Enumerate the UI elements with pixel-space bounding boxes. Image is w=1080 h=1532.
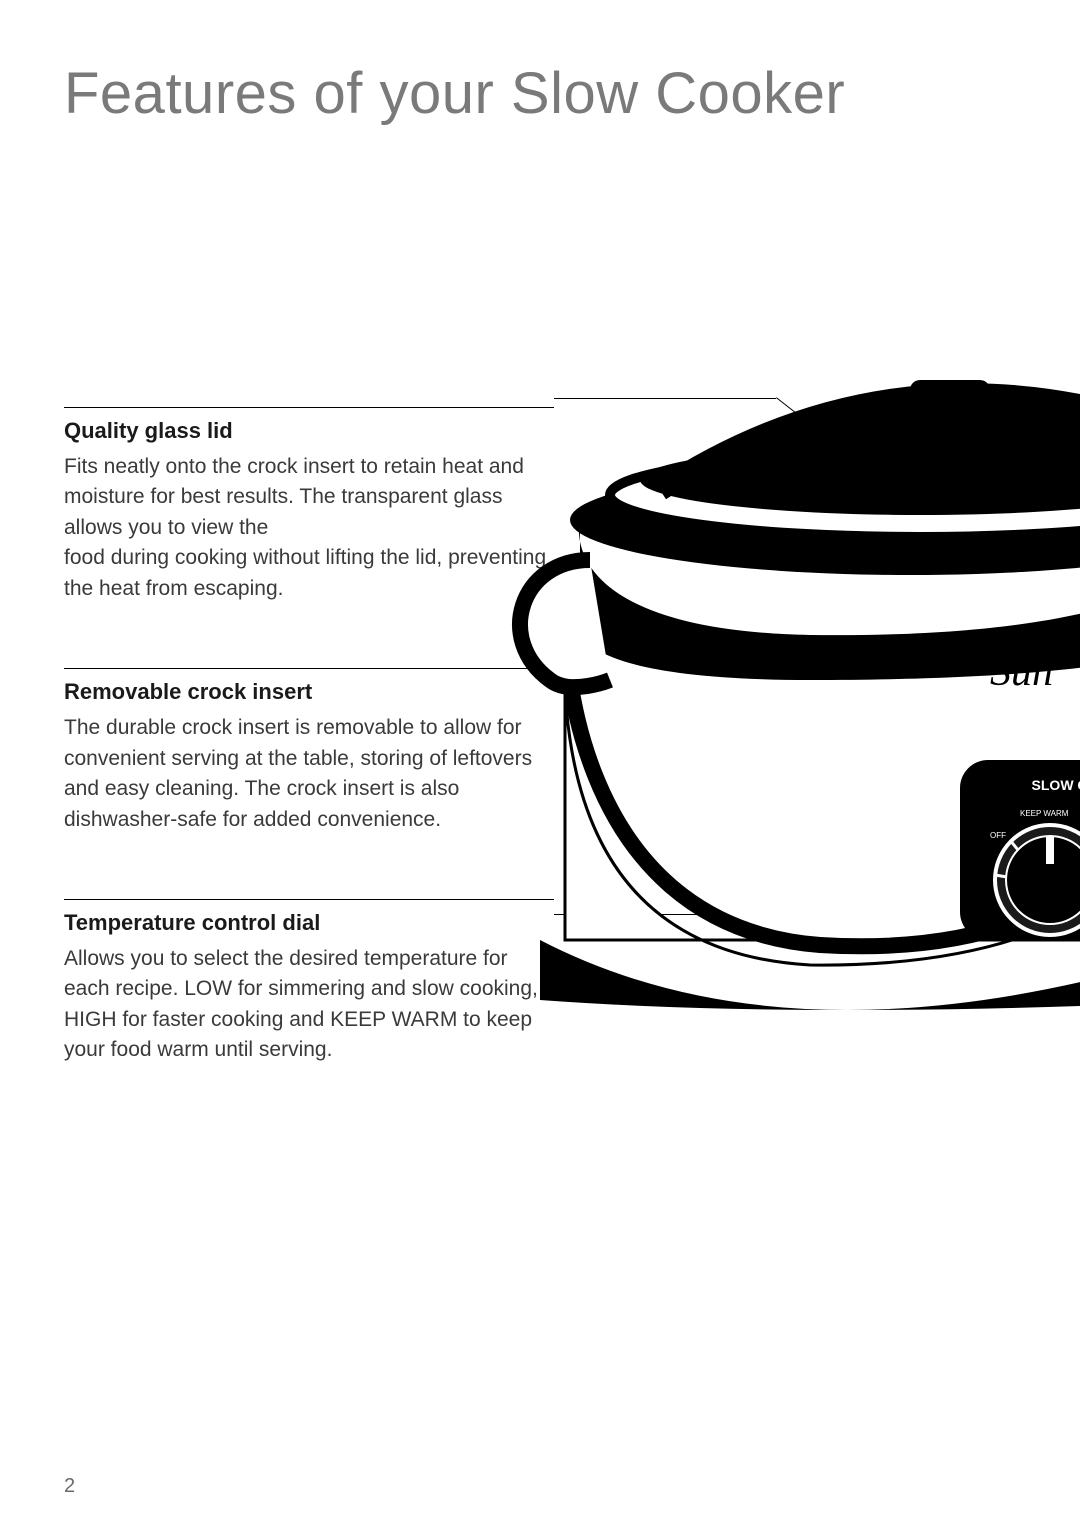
slow-cooker-illustration: SLOW CO KEEP WARM OFF Sun: [510, 380, 1080, 1020]
dial-label-keepwarm: KEEP WARM: [1020, 809, 1069, 818]
feature-heading: Quality glass lid: [64, 418, 554, 444]
feature-body: Fits neatly onto the crock insert to ret…: [64, 452, 554, 604]
feature-temp-dial: Temperature control dial Allows you to s…: [64, 899, 554, 1066]
document-page: Features of your Slow Cooker Quality gla…: [0, 0, 1080, 1532]
panel-label-text: SLOW CO: [1032, 777, 1080, 793]
feature-body: Allows you to select the desired tempera…: [64, 944, 554, 1066]
dial-label-off: OFF: [990, 831, 1006, 840]
features-column: Quality glass lid Fits neatly onto the c…: [64, 407, 554, 1066]
page-number: 2: [64, 1475, 75, 1498]
feature-glass-lid: Quality glass lid Fits neatly onto the c…: [64, 407, 554, 604]
feature-heading: Removable crock insert: [64, 679, 554, 705]
cooker-svg: SLOW CO KEEP WARM OFF Sun: [510, 380, 1080, 1020]
page-title: Features of your Slow Cooker: [64, 60, 1020, 127]
feature-heading: Temperature control dial: [64, 910, 554, 936]
feature-body: The durable crock insert is removable to…: [64, 713, 554, 835]
feature-crock-insert: Removable crock insert The durable crock…: [64, 668, 554, 835]
brand-text: Sun: [990, 649, 1053, 695]
